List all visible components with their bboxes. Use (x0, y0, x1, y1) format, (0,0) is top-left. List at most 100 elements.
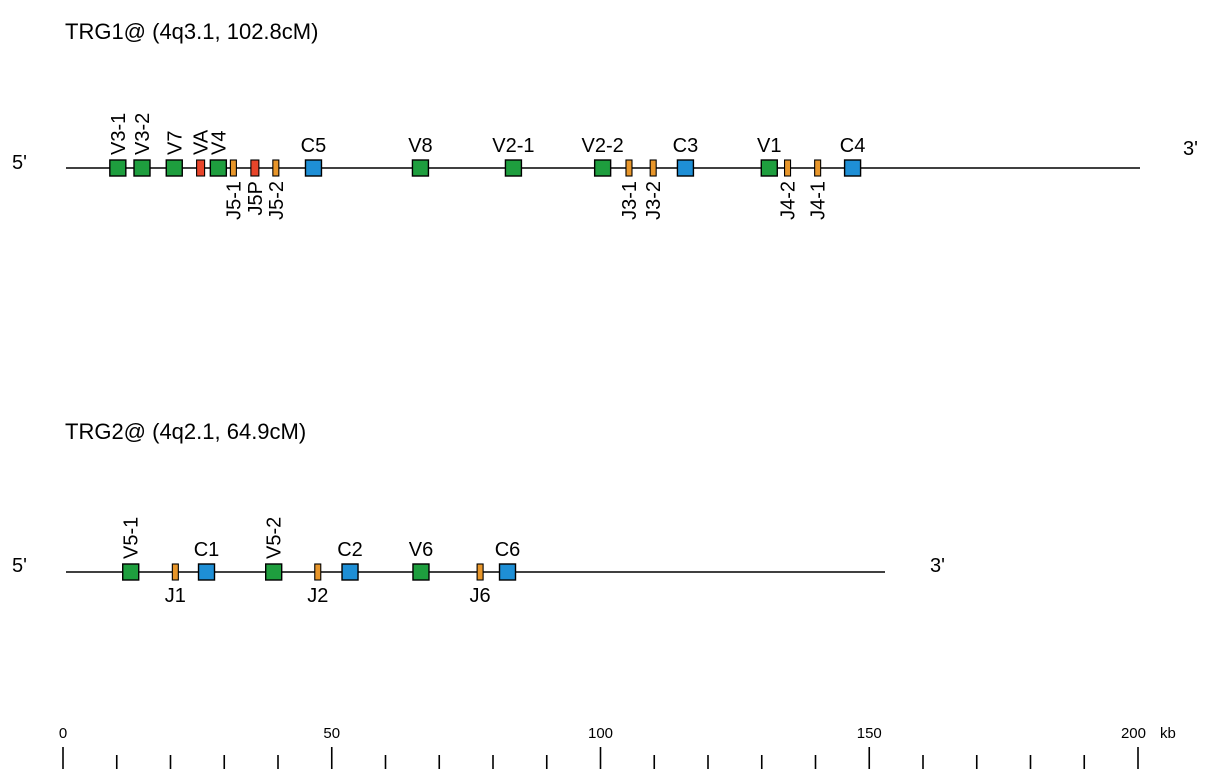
locus-title: TRG1@ (4q3.1, 102.8cM) (65, 19, 318, 44)
gene-v8: V8 (408, 135, 433, 177)
c-segment-box (498, 563, 517, 581)
gene-v6: V6 (409, 539, 433, 581)
gene-v1: V1 (757, 135, 782, 177)
j-segment-box (649, 159, 657, 177)
c-segment-box (197, 563, 216, 581)
gene-label: V3-2 (132, 113, 154, 155)
gene-label: VA (191, 129, 213, 155)
three-prime-label: 3' (1183, 138, 1198, 160)
gene-j6: J6 (470, 563, 491, 607)
v-segment-box (760, 159, 778, 177)
gene-label: J3-1 (619, 181, 641, 220)
gene-c6: C6 (495, 539, 521, 581)
three-prime-label: 3' (930, 555, 945, 577)
v-segment-box (133, 159, 151, 177)
gene-segments: V5-1 J1 C1 V5-2 J2 C2 V6 J6 C6 (121, 517, 521, 607)
gene-v5-1: V5-1 (121, 517, 143, 581)
v-segment-box (504, 159, 523, 177)
gene-c1: C1 (194, 539, 220, 581)
gene-label: J5P (245, 181, 267, 215)
gene-label: C2 (337, 539, 363, 561)
gene-label: J4-2 (778, 181, 800, 220)
gene-label: V4 (208, 131, 230, 155)
gene-v3-1: V3-1 (108, 113, 130, 177)
scale-unit: kb (1160, 725, 1176, 742)
j-segment-box (314, 563, 322, 581)
gene-j5-1: J5-1 (223, 159, 245, 220)
gene-v2-1: V2-1 (492, 135, 535, 177)
five-prime-label: 5' (12, 555, 27, 577)
v-segment-box (593, 159, 612, 177)
gene-j4-1: J4-1 (808, 159, 830, 220)
j-segment-box (229, 159, 237, 177)
gene-label: C1 (194, 539, 220, 561)
gene-label: V2-2 (582, 135, 624, 157)
gene-label: J3-2 (643, 181, 665, 220)
gene-va: VA (191, 129, 213, 177)
kb-scale-bar: 0 50 100 150 200 kb (59, 725, 1176, 769)
gene-j5-2: J5-2 (266, 159, 288, 220)
locus-trg2: TRG2@ (4q2.1, 64.9cM) 5' 3' V5-1 J1 C1 V5-2… (12, 419, 945, 607)
c-segment-box (341, 563, 359, 581)
gene-c4: C4 (840, 135, 866, 177)
scale-label: 50 (323, 725, 340, 742)
v-segment-box (209, 159, 228, 177)
j-segment-box (476, 563, 484, 581)
scale-label: 200 (1121, 725, 1146, 742)
gene-label: J1 (165, 585, 186, 607)
gene-v3-2: V3-2 (132, 113, 154, 177)
gene-label: V1 (757, 135, 781, 157)
scale-label: 0 (59, 725, 67, 742)
gene-label: C6 (495, 539, 521, 561)
gene-label: C4 (840, 135, 866, 157)
gene-label: J2 (307, 585, 328, 607)
j-segment-box (272, 159, 280, 177)
gene-v5-2: V5-2 (264, 517, 286, 581)
gene-label: V7 (164, 131, 186, 155)
c-segment-box (843, 159, 862, 177)
gene-j3-2: J3-2 (643, 159, 665, 220)
gene-j1: J1 (165, 563, 186, 607)
gene-j5p: J5P (245, 159, 267, 215)
gene-j3-1: J3-1 (619, 159, 641, 220)
scale-ticks: 0 50 100 150 200 (59, 725, 1146, 769)
locus-title: TRG2@ (4q2.1, 64.9cM) (65, 419, 306, 444)
gene-v2-2: V2-2 (582, 135, 624, 177)
v-segment-box (412, 563, 430, 581)
gene-label: J4-1 (808, 181, 830, 220)
five-prime-label: 5' (12, 152, 27, 174)
v-segment-box (165, 159, 183, 177)
j-segment-box (814, 159, 822, 177)
gene-label: V5-1 (121, 517, 143, 559)
j-segment-box (625, 159, 633, 177)
gene-label: V8 (408, 135, 432, 157)
gene-v7: V7 (164, 131, 186, 177)
locus-trg1: TRG1@ (4q3.1, 102.8cM) 5' 3' V3-1 V3-2 V7 V… (12, 19, 1198, 220)
gene-label: J6 (470, 585, 491, 607)
j-segment-box (783, 159, 792, 177)
gene-v4: V4 (208, 131, 230, 177)
gene-c3: C3 (673, 135, 699, 177)
gene-label: V2-1 (492, 135, 534, 157)
v-segment-box (265, 563, 283, 581)
v-segment-box (122, 563, 140, 581)
gene-label: C3 (673, 135, 699, 157)
v-segment-box (109, 159, 127, 177)
gene-label: J5-2 (266, 181, 288, 220)
scale-label: 100 (588, 725, 613, 742)
gene-label: C5 (301, 135, 327, 157)
gene-j2: J2 (307, 563, 328, 607)
pseudogene-box (250, 159, 260, 177)
gene-c2: C2 (337, 539, 363, 581)
v-segment-box (411, 159, 430, 177)
c-segment-box (304, 159, 323, 177)
gene-label: V6 (409, 539, 433, 561)
gene-c5: C5 (301, 135, 327, 177)
gene-j4-2: J4-2 (778, 159, 800, 220)
pseudogene-box (196, 159, 206, 177)
j-segment-box (171, 563, 179, 581)
scale-label: 150 (857, 725, 882, 742)
gene-label: J5-1 (223, 181, 245, 220)
